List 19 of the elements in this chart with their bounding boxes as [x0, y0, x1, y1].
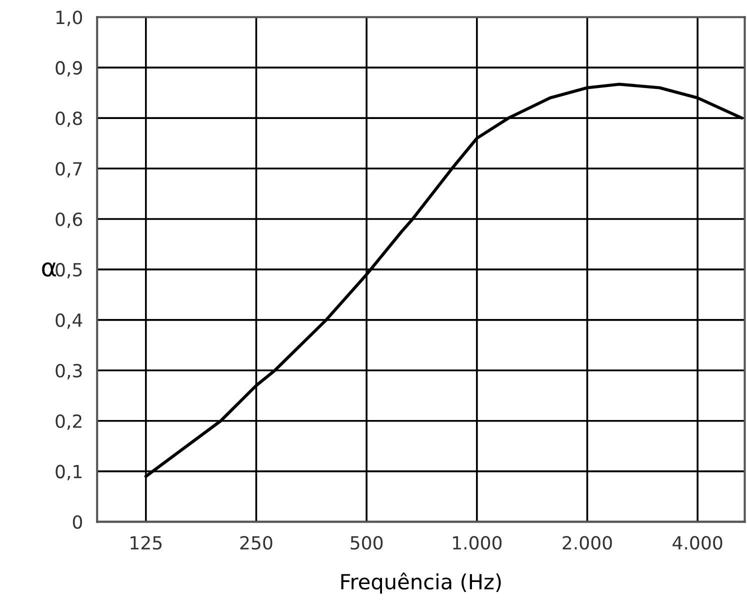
- x-tick-label: 2.000: [562, 536, 612, 550]
- y-tick-label: 0,2: [56, 414, 82, 430]
- y-tick-label: 1,0: [56, 10, 82, 26]
- x-tick-label: 1.000: [453, 536, 502, 550]
- x-tick-label: 500: [350, 536, 383, 550]
- x-tick-label: 125: [130, 536, 162, 550]
- y-axis-title: α: [42, 262, 56, 277]
- y-tick-label: 0,9: [56, 61, 82, 77]
- y-tick-label: 0,3: [56, 364, 82, 380]
- y-tick-label: 0,4: [56, 313, 82, 329]
- y-tick-label: 0,8: [56, 112, 82, 128]
- x-tick-label: 250: [240, 536, 272, 550]
- y-tick-label: 0: [72, 515, 82, 529]
- x-tick-label: 4.000: [672, 536, 722, 550]
- x-axis-title: Frequência (Hz): [341, 572, 501, 594]
- y-tick-label: 0,1: [56, 464, 82, 480]
- y-tick-label: 0,7: [56, 162, 82, 178]
- y-tick-label: 0,6: [56, 212, 82, 228]
- y-tick-label: 0,5: [56, 262, 82, 278]
